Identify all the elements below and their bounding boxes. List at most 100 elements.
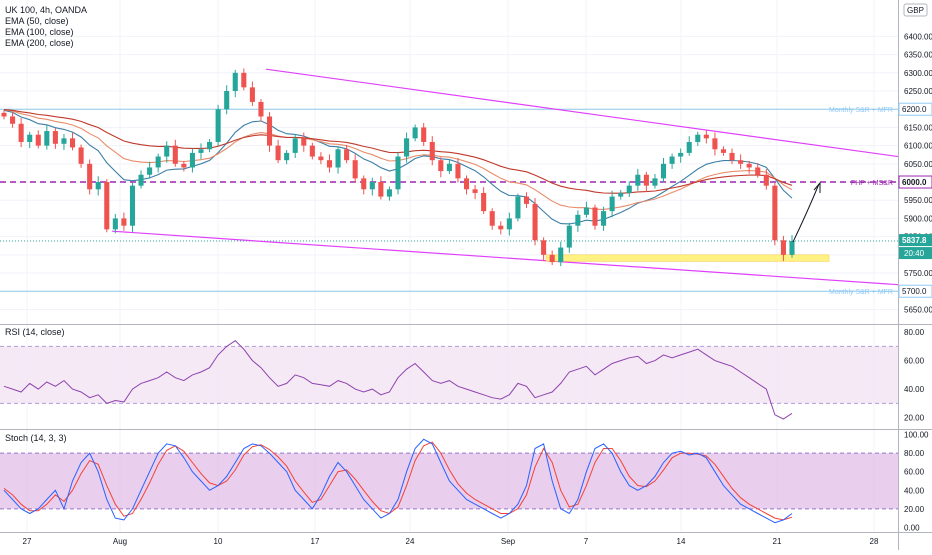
currency-badge[interactable] [903, 3, 928, 17]
time-tick-label: 27 [23, 537, 32, 546]
candle-body [335, 149, 341, 168]
support-zone[interactable] [545, 254, 830, 262]
candle-body [712, 138, 718, 150]
candle-body [87, 163, 93, 190]
candle-body [429, 141, 435, 161]
candle-body [104, 182, 110, 230]
rsi-tick-label: 80.00 [904, 328, 925, 337]
candle-body [763, 174, 769, 186]
time-tick-label: 17 [311, 537, 320, 546]
candle-body [575, 214, 581, 226]
candle-body [472, 189, 478, 193]
level-annotation: FHP + MS&R [851, 180, 893, 187]
candle-body [515, 196, 521, 219]
candle-body [69, 138, 76, 148]
candle-body [318, 156, 324, 161]
candle-body [27, 134, 33, 142]
candle-body [129, 185, 136, 226]
candle-body [446, 163, 452, 172]
ema100-legend[interactable]: EMA (100, close) [5, 27, 74, 37]
candle-body [498, 225, 504, 230]
time-tick-label: 10 [214, 537, 223, 546]
level-annotation: Monthly S&R + MFR [829, 107, 893, 114]
candle-body [412, 127, 418, 139]
price-tick-label: 6100.00 [904, 142, 932, 151]
candle-body [755, 167, 761, 175]
candle-body [1, 112, 7, 117]
candle-body [549, 254, 555, 263]
candle-body [729, 152, 735, 161]
candle-body [78, 147, 84, 164]
candle-body [18, 123, 24, 142]
main-legend: UK 100, 4h, OANDA EMA (50, close) EMA (1… [5, 5, 87, 49]
currency-text: GBP [907, 6, 924, 15]
arrow-head [813, 181, 821, 193]
arrow-line [792, 183, 820, 243]
price-tick-label: 6150.00 [904, 123, 932, 132]
level-price-tag [898, 175, 932, 189]
candle-body [601, 211, 607, 226]
candle-body [249, 87, 255, 102]
level-price-text: 5700.0 [902, 287, 927, 296]
candle-body [10, 116, 16, 124]
candle-body [720, 149, 727, 153]
candle-body [686, 141, 692, 153]
stoch-lines [3, 438, 793, 524]
candle-body [789, 240, 795, 255]
candle-body [592, 207, 598, 226]
candle-body [583, 207, 589, 215]
ema50-legend[interactable]: EMA (50, close) [5, 16, 69, 26]
time-tick-label: 28 [870, 537, 879, 546]
candle-body [455, 163, 461, 179]
candle-body [643, 174, 649, 186]
ema200-legend[interactable]: EMA (200, close) [5, 38, 74, 48]
candle-body [172, 145, 178, 164]
channel-upper [265, 68, 899, 158]
symbol-title[interactable]: UK 100, 4h, OANDA [5, 5, 88, 15]
last-price-text: 5837.8 [902, 236, 927, 245]
stoch-tick-label: 100.00 [904, 431, 929, 440]
time-tick-label: 7 [584, 537, 589, 546]
rsi-path [3, 340, 793, 420]
candle-body [309, 145, 315, 157]
candle-body [344, 149, 350, 161]
horizontal-levels: Monthly S&R + MFR FHP + MS&R Monthly S&R +… [0, 107, 898, 296]
candle-body [523, 196, 530, 204]
descending-channel[interactable] [111, 68, 899, 286]
rsi-title[interactable]: RSI (14, close) [5, 327, 65, 337]
candle-body [292, 138, 298, 153]
candle-body [164, 145, 170, 157]
candle-body [198, 149, 204, 153]
candle-body [207, 141, 213, 150]
stoch-title[interactable]: Stoch (14, 3, 3) [5, 433, 67, 443]
price-tick-label: 5900.00 [904, 214, 932, 223]
support-zone-rect [545, 254, 830, 262]
level-price-tag [898, 102, 932, 116]
time-tick-label: 24 [406, 537, 415, 546]
rsi-line [3, 340, 793, 420]
time-tick-label: Aug [113, 537, 127, 546]
candle-body [232, 72, 238, 92]
candle-body [489, 211, 495, 226]
price-tick-label: 5650.00 [904, 305, 932, 314]
candle-body [61, 138, 67, 144]
projection-arrow[interactable] [792, 181, 821, 243]
candle-body [138, 174, 144, 186]
candle-body [301, 138, 307, 146]
candle-body [121, 218, 127, 226]
last-price-tag [899, 234, 932, 247]
candle-body [635, 174, 641, 186]
candle-body [772, 185, 778, 241]
rsi-tick-label: 20.00 [904, 414, 925, 423]
candle-body [481, 192, 487, 212]
stoch-tick-label: 20.00 [904, 505, 925, 514]
channel-lower [111, 230, 899, 286]
candle-body [566, 225, 572, 248]
time-axis[interactable]: 27 Aug 10 17 24 Sep 7 14 21 28 [23, 537, 879, 546]
stoch-d-path [3, 441, 793, 521]
candle-body [326, 160, 333, 168]
candle-body [369, 182, 375, 190]
candle-body [541, 240, 547, 255]
candle-body [224, 91, 230, 110]
